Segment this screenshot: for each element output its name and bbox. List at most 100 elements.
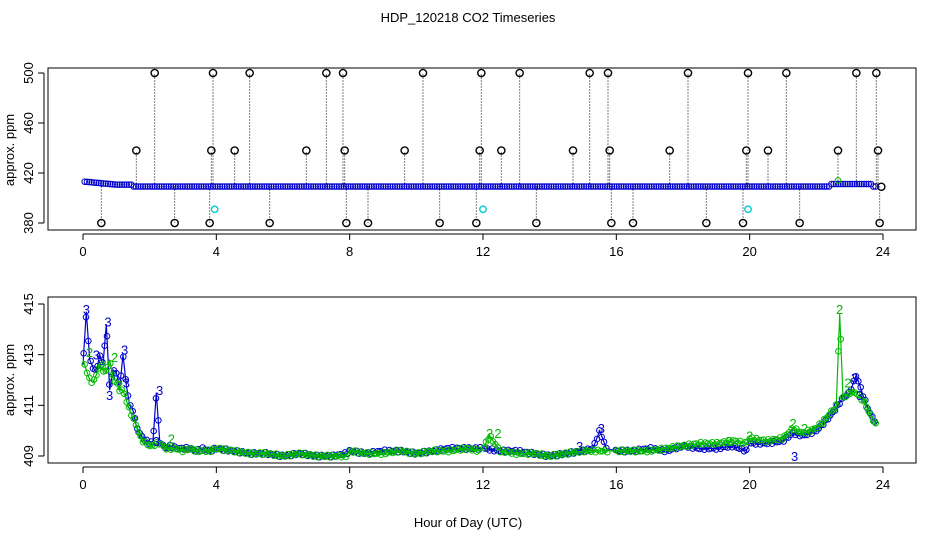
baseline-point bbox=[779, 183, 786, 190]
series-point-green bbox=[597, 448, 604, 455]
baseline-point bbox=[772, 183, 779, 190]
series-point-green bbox=[860, 397, 868, 405]
series-point-green bbox=[81, 361, 88, 368]
baseline-point bbox=[653, 183, 660, 190]
baseline-point bbox=[849, 180, 856, 188]
y-tick-label: 460 bbox=[21, 112, 36, 134]
baseline-point bbox=[863, 180, 870, 188]
spike-point bbox=[873, 146, 883, 155]
series-point-blue bbox=[120, 353, 127, 361]
baseline-point bbox=[510, 183, 518, 190]
spike-point bbox=[742, 146, 751, 155]
series-point-green bbox=[797, 428, 805, 436]
baseline-point bbox=[261, 183, 268, 190]
baseline-point bbox=[443, 183, 450, 190]
baseline-point bbox=[408, 183, 415, 190]
baseline-point bbox=[249, 183, 256, 190]
baseline-point bbox=[319, 183, 326, 190]
baseline-point bbox=[310, 183, 317, 190]
series-marker-blue: 3 bbox=[791, 449, 798, 464]
series-marker-green: 2 bbox=[494, 426, 501, 441]
series-point-blue bbox=[87, 357, 94, 365]
baseline-point bbox=[585, 183, 592, 190]
spike-point bbox=[702, 218, 711, 228]
series-point-green bbox=[636, 448, 644, 455]
series-point-green bbox=[830, 406, 837, 414]
spike-point bbox=[322, 68, 331, 78]
baseline-point bbox=[214, 183, 221, 190]
baseline-point bbox=[613, 183, 620, 190]
baseline-point bbox=[776, 183, 784, 190]
spike-point bbox=[418, 68, 428, 78]
baseline-point bbox=[167, 183, 175, 190]
baseline-point bbox=[594, 183, 602, 190]
baseline-point bbox=[403, 183, 410, 190]
baseline-point bbox=[370, 183, 378, 190]
baseline-point bbox=[760, 183, 767, 190]
x-tick-label: 24 bbox=[876, 477, 890, 492]
baseline-point bbox=[179, 183, 186, 190]
baseline-point bbox=[667, 183, 674, 190]
baseline-point bbox=[643, 183, 651, 190]
baseline-point bbox=[314, 183, 322, 190]
baseline-point bbox=[522, 183, 529, 190]
baseline-point bbox=[382, 183, 389, 190]
baseline-point bbox=[240, 183, 247, 190]
baseline-point bbox=[289, 183, 296, 190]
baseline-point bbox=[349, 183, 357, 190]
baseline-point bbox=[592, 183, 599, 190]
baseline-point bbox=[622, 183, 630, 190]
series-marker-green: 2 bbox=[168, 431, 175, 446]
baseline-point bbox=[755, 183, 763, 190]
baseline-point bbox=[587, 183, 595, 190]
series-point-green bbox=[832, 401, 840, 408]
baseline-point bbox=[807, 183, 814, 190]
baseline-point bbox=[88, 179, 95, 186]
baseline-point bbox=[548, 183, 555, 190]
series-point-green bbox=[662, 444, 669, 452]
series-marker-blue: 3 bbox=[93, 348, 100, 363]
baseline-point bbox=[219, 183, 226, 190]
baseline-point bbox=[193, 183, 200, 190]
series-marker-green: 2 bbox=[789, 416, 796, 431]
baseline-point bbox=[321, 183, 329, 190]
series-point-green bbox=[690, 440, 697, 448]
series-point-green bbox=[121, 390, 128, 398]
baseline-point bbox=[317, 183, 324, 190]
baseline-point bbox=[858, 180, 865, 188]
baseline-point bbox=[793, 183, 800, 190]
series-marker-blue: 3 bbox=[851, 370, 858, 385]
baseline-point bbox=[487, 183, 494, 190]
series-point-green bbox=[209, 445, 217, 453]
baseline-point bbox=[732, 183, 739, 190]
baseline-point bbox=[783, 183, 791, 190]
x-tick-label: 0 bbox=[79, 477, 86, 492]
series-marker-blue: 3 bbox=[156, 383, 163, 398]
baseline-point bbox=[769, 183, 777, 190]
series-point-green bbox=[816, 420, 823, 427]
green-point bbox=[834, 177, 842, 184]
series-point-green bbox=[342, 453, 350, 461]
series-point-green bbox=[125, 403, 133, 411]
baseline-point bbox=[678, 183, 686, 190]
baseline-point bbox=[265, 183, 273, 190]
baseline-point bbox=[711, 183, 718, 190]
baseline-point bbox=[326, 183, 333, 190]
series-marker-blue: 3 bbox=[576, 439, 583, 454]
series-point-green bbox=[186, 445, 193, 452]
series-point-green bbox=[741, 438, 749, 446]
baseline-point bbox=[508, 183, 515, 190]
baseline-point bbox=[545, 183, 553, 190]
baseline-point bbox=[184, 183, 191, 190]
baseline-point bbox=[611, 183, 618, 190]
baseline-point bbox=[492, 183, 499, 190]
baseline-point bbox=[431, 183, 438, 190]
baseline-point bbox=[499, 183, 506, 190]
series-point-green bbox=[704, 440, 711, 447]
baseline-point bbox=[520, 183, 527, 190]
series-marker-green: 2 bbox=[746, 429, 753, 444]
baseline-point bbox=[744, 183, 751, 190]
baseline-point bbox=[328, 183, 336, 190]
series-marker-blue: 3 bbox=[856, 388, 863, 403]
spike-point bbox=[497, 146, 506, 155]
